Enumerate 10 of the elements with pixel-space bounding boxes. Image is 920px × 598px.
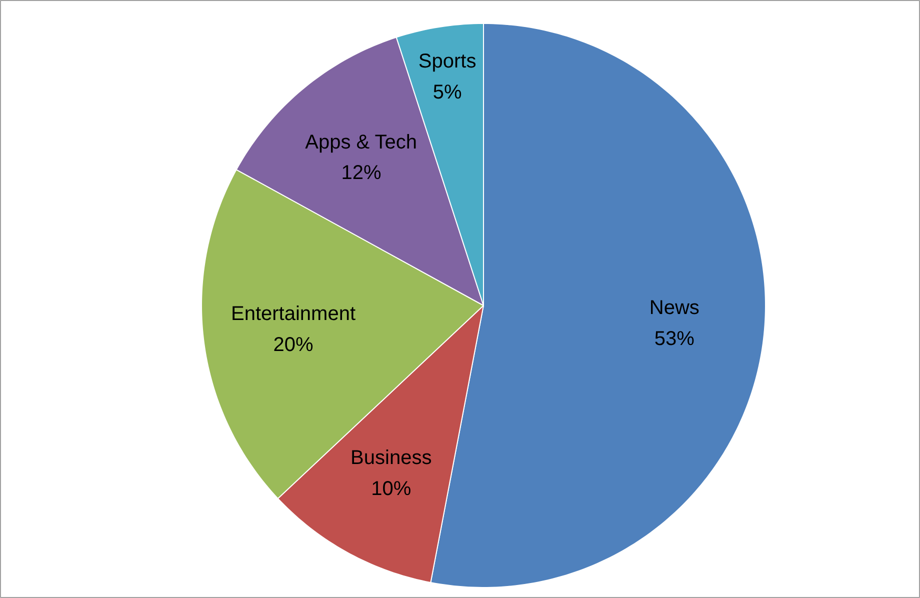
data-label: 10% [371, 478, 412, 500]
slice-label: Sports [418, 50, 476, 73]
data-label: 53% [654, 328, 695, 350]
data-label: 12% [341, 162, 382, 184]
slice-label: Entertainment [230, 303, 356, 326]
slice-label: News [649, 297, 700, 320]
slice-label: Business [350, 447, 432, 470]
data-label: 5% [432, 82, 462, 104]
slice-label: Apps & Tech [305, 131, 418, 154]
data-label: 20% [273, 334, 314, 356]
